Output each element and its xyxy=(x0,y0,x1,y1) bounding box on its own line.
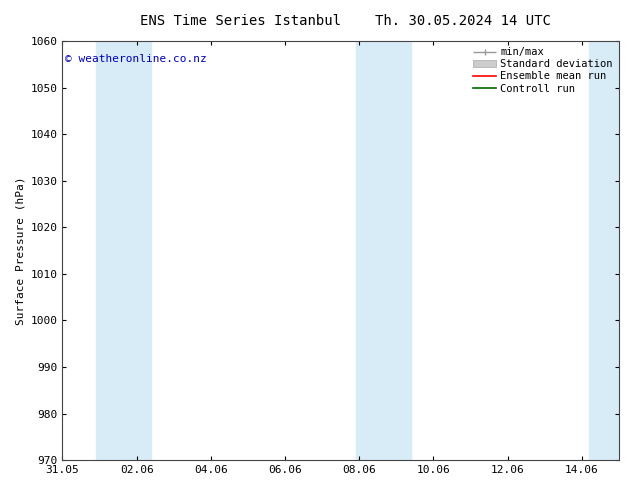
Bar xyxy=(590,41,619,460)
Legend: min/max, Standard deviation, Ensemble mean run, Controll run: min/max, Standard deviation, Ensemble me… xyxy=(470,44,616,97)
Y-axis label: Surface Pressure (hPa): Surface Pressure (hPa) xyxy=(15,176,25,325)
Text: © weatheronline.co.nz: © weatheronline.co.nz xyxy=(65,53,207,64)
Bar xyxy=(356,41,411,460)
Bar xyxy=(96,41,152,460)
Text: Th. 30.05.2024 14 UTC: Th. 30.05.2024 14 UTC xyxy=(375,14,551,28)
Text: ENS Time Series Istanbul: ENS Time Series Istanbul xyxy=(140,14,342,28)
